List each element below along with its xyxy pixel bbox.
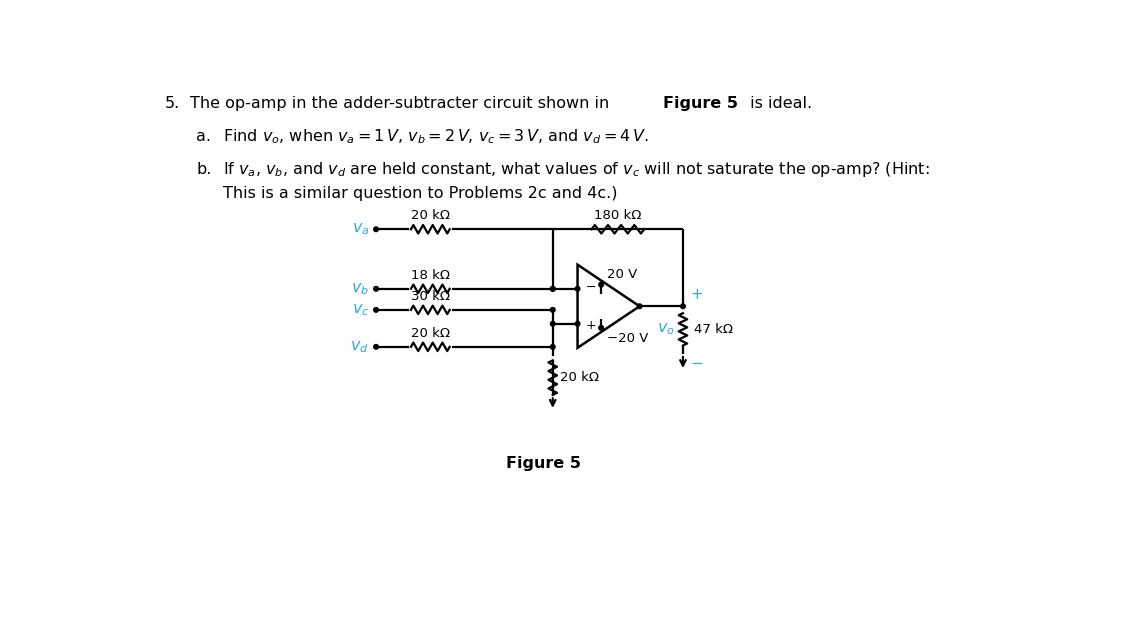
Circle shape bbox=[551, 287, 556, 291]
Text: $v_a$: $v_a$ bbox=[351, 221, 369, 237]
Text: b.: b. bbox=[197, 162, 211, 177]
Circle shape bbox=[680, 304, 685, 308]
Circle shape bbox=[599, 326, 603, 330]
Text: The op-amp in the adder-subtracter circuit shown in: The op-amp in the adder-subtracter circu… bbox=[190, 96, 615, 111]
Text: $v_d$: $v_d$ bbox=[351, 339, 369, 355]
Circle shape bbox=[374, 308, 378, 312]
Text: 5.: 5. bbox=[165, 96, 181, 111]
Text: Figure 5: Figure 5 bbox=[506, 456, 580, 471]
Text: 18 kΩ: 18 kΩ bbox=[411, 269, 450, 282]
Circle shape bbox=[637, 304, 642, 308]
Text: −: − bbox=[690, 356, 703, 371]
Text: Figure 5: Figure 5 bbox=[662, 96, 737, 111]
Circle shape bbox=[551, 344, 556, 349]
Text: 20 kΩ: 20 kΩ bbox=[411, 209, 450, 222]
Text: 20 kΩ: 20 kΩ bbox=[560, 371, 599, 384]
Circle shape bbox=[374, 287, 378, 291]
Text: 20 V: 20 V bbox=[607, 268, 637, 281]
Text: a.: a. bbox=[197, 129, 211, 145]
Text: $v_c$: $v_c$ bbox=[352, 302, 369, 317]
Circle shape bbox=[374, 227, 378, 232]
Text: $+$: $+$ bbox=[585, 319, 595, 332]
Text: −20 V: −20 V bbox=[607, 332, 648, 345]
Circle shape bbox=[575, 321, 579, 326]
Circle shape bbox=[374, 344, 378, 349]
Text: Find $v_o$, when $v_a = 1\,V$, $v_b = 2\,V$, $v_c = 3\,V$, and $v_d = 4\,V$.: Find $v_o$, when $v_a = 1\,V$, $v_b = 2\… bbox=[224, 127, 649, 146]
Text: 180 kΩ: 180 kΩ bbox=[594, 209, 642, 222]
Circle shape bbox=[599, 282, 603, 287]
Text: This is a similar question to Problems 2c and 4c.): This is a similar question to Problems 2… bbox=[224, 186, 618, 202]
Circle shape bbox=[551, 321, 556, 326]
Circle shape bbox=[575, 287, 579, 291]
Text: If $v_a$, $v_b$, and $v_d$ are held constant, what values of $v_c$ will not satu: If $v_a$, $v_b$, and $v_d$ are held cons… bbox=[224, 160, 930, 179]
Text: 47 kΩ: 47 kΩ bbox=[694, 323, 733, 336]
Text: $-$: $-$ bbox=[585, 280, 595, 293]
Circle shape bbox=[551, 308, 556, 312]
Text: is ideal.: is ideal. bbox=[745, 96, 812, 111]
Text: $v_o$: $v_o$ bbox=[657, 321, 675, 337]
Text: 20 kΩ: 20 kΩ bbox=[411, 327, 450, 340]
Circle shape bbox=[551, 287, 556, 291]
Text: $v_b$: $v_b$ bbox=[351, 281, 369, 297]
Text: 30 kΩ: 30 kΩ bbox=[411, 290, 450, 303]
Text: +: + bbox=[690, 287, 703, 303]
